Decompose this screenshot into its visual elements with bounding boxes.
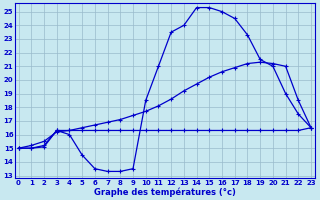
X-axis label: Graphe des températures (°c): Graphe des températures (°c) [94, 187, 236, 197]
